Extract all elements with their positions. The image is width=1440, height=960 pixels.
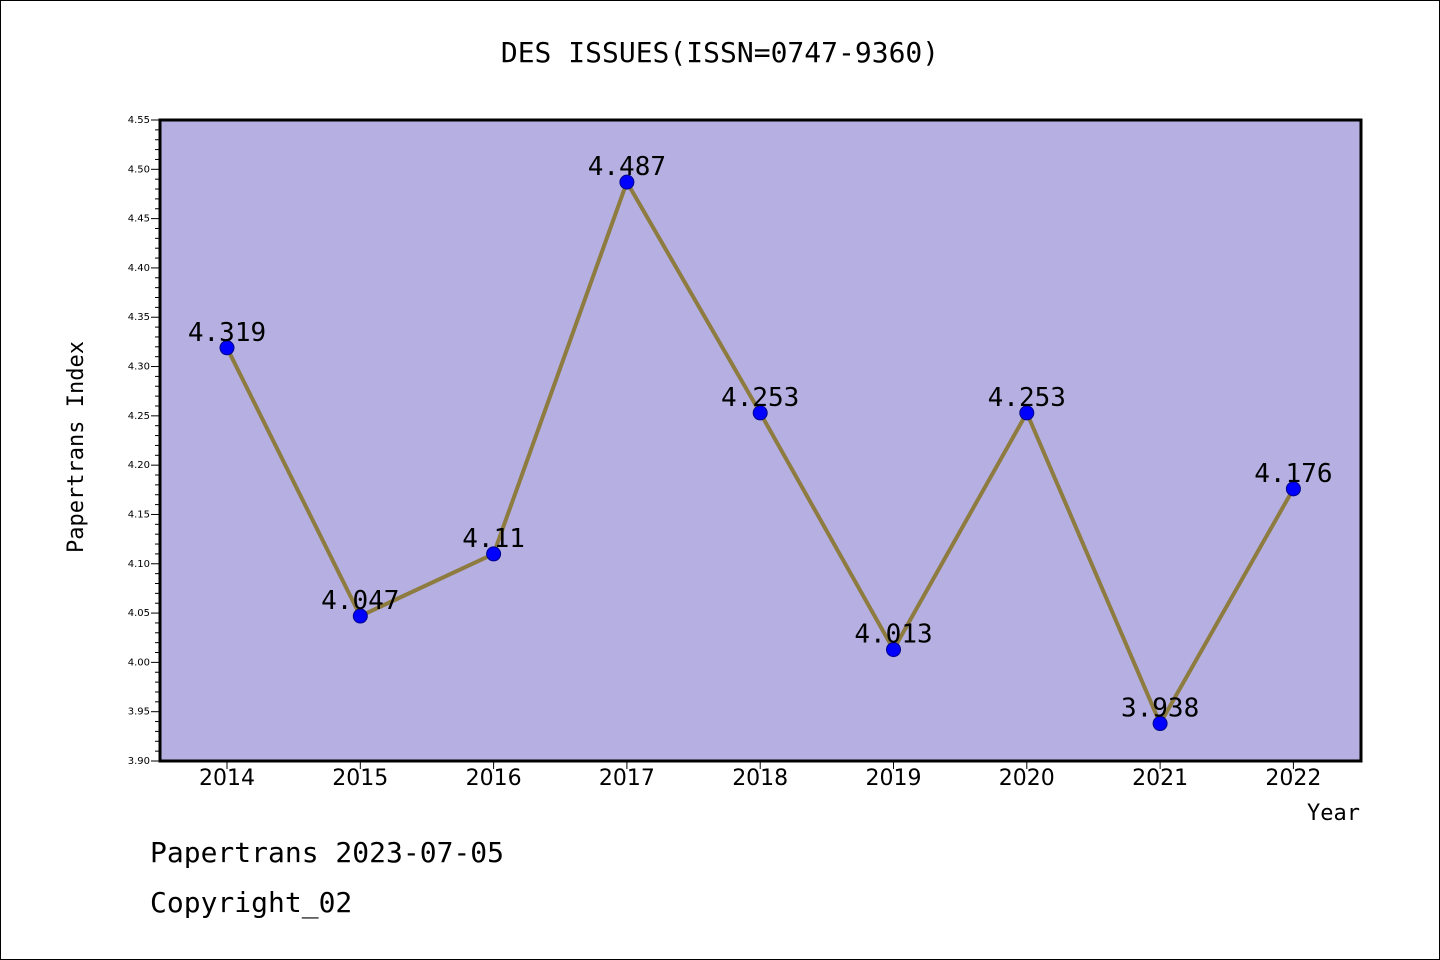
data-point bbox=[619, 174, 635, 190]
y-tick-label: 4.45 bbox=[128, 214, 150, 225]
plot-area bbox=[160, 120, 1361, 761]
data-point bbox=[752, 405, 768, 421]
data-point bbox=[886, 642, 901, 658]
data-label: 4.487 bbox=[588, 152, 666, 182]
x-axis-title: Year bbox=[1307, 801, 1360, 826]
data-label: 3.938 bbox=[1121, 694, 1199, 724]
data-point bbox=[486, 546, 502, 562]
y-tick-label: 4.35 bbox=[128, 312, 150, 323]
x-tick-label: 2020 bbox=[999, 766, 1055, 791]
data-label: 4.253 bbox=[988, 383, 1066, 413]
data-label: 4.11 bbox=[462, 524, 525, 554]
x-tick-label: 2016 bbox=[466, 766, 522, 791]
x-tick-label: 2018 bbox=[732, 766, 788, 791]
data-point bbox=[1019, 405, 1035, 421]
y-tick-label: 4.30 bbox=[128, 362, 150, 373]
y-tick-label: 4.25 bbox=[128, 411, 150, 422]
footer-date-text: Papertrans 2023-07-05 bbox=[150, 836, 505, 869]
y-tick-label: 4.00 bbox=[128, 657, 150, 668]
data-label: 4.047 bbox=[321, 586, 399, 616]
data-label: 4.319 bbox=[188, 318, 266, 348]
plot-border bbox=[158, 118, 1363, 763]
data-point bbox=[1285, 481, 1301, 497]
y-tick-label: 3.95 bbox=[128, 707, 150, 718]
data-point bbox=[219, 340, 235, 356]
x-tick-label: 2019 bbox=[866, 766, 922, 791]
x-tick-label: 2021 bbox=[1132, 766, 1188, 791]
x-tick-label: 2014 bbox=[199, 766, 255, 791]
footer-copyright-text: Copyright_02 bbox=[150, 886, 353, 919]
y-tick-label: 4.20 bbox=[128, 460, 150, 471]
y-tick-label: 4.40 bbox=[128, 263, 150, 274]
x-tick-label: 2015 bbox=[332, 766, 388, 791]
data-point bbox=[352, 608, 368, 624]
data-label: 4.176 bbox=[1254, 459, 1332, 489]
x-tick-label: 2022 bbox=[1265, 766, 1321, 791]
y-tick-label: 3.90 bbox=[128, 756, 150, 767]
y-tick-label: 4.05 bbox=[128, 608, 150, 619]
y-tick-label: 4.55 bbox=[128, 115, 150, 126]
y-axis-title: Papertrans Index bbox=[64, 341, 89, 553]
y-tick-label: 4.50 bbox=[128, 164, 150, 175]
data-label: 4.253 bbox=[721, 383, 799, 413]
y-tick-label: 4.10 bbox=[128, 559, 150, 570]
y-tick-label: 4.15 bbox=[128, 509, 150, 520]
data-point bbox=[1152, 716, 1168, 732]
x-tick-label: 2017 bbox=[599, 766, 655, 791]
chart-title: DES ISSUES(ISSN=0747-9360) bbox=[500, 36, 940, 69]
data-label: 4.013 bbox=[854, 620, 932, 650]
